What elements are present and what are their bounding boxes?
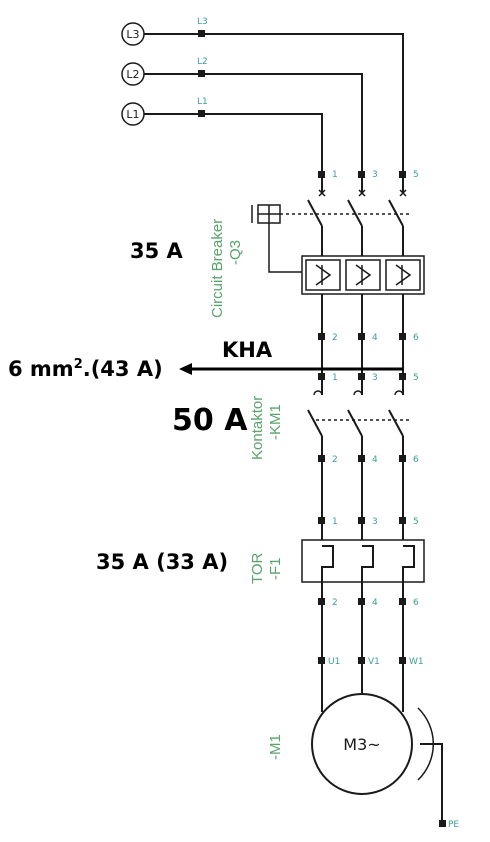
phase-source-l3: L3 [121,22,145,46]
km1-tag: -KM1 [267,404,284,440]
km1-terminal-4: 4 [372,455,378,465]
contactor-km1: 1 3 5 2 4 6 Kontaktor -KM1 [249,373,419,465]
q3-terminal-5: 5 [413,170,419,180]
cable-current: .(43 A) [83,357,163,381]
km1-terminal-3: 3 [372,373,378,383]
q3-tag: -Q3 [227,240,244,265]
f1-terminal-4: 4 [372,598,378,608]
f1-terminal-6: 6 [413,598,419,608]
wire-label-l3: L3 [197,17,208,27]
phase-source-l2: L2 [121,62,145,86]
f1-motor-wires [321,605,404,657]
cable-tap-kha [179,363,403,375]
cable-rating-text: 6 mm2.(43 A) [8,357,163,381]
km1-terminal-1: 1 [332,373,338,383]
l2-label: L2 [126,68,139,81]
km1-terminal-5: 5 [413,373,419,383]
cable-size: 6 mm [8,357,74,381]
km1-f1-wires [321,462,404,517]
circuit-breaker-q3: 1 3 5 2 4 6 Circuit Breaker -Q3 [209,170,425,343]
f1-terminal-5: 5 [413,517,419,527]
q3-terminal-6: 6 [413,333,419,343]
f1-name: TOR [249,552,266,584]
motor-symbol: M3~ [343,735,380,754]
km1-terminal-2: 2 [332,455,338,465]
phase-source-l1: L1 [121,102,145,126]
wire-label-l2: L2 [197,57,208,67]
overload-relay-f1: 1 3 5 2 4 6 TOR -F1 [249,517,425,608]
supply-wires: L3 L2 L1 [144,17,404,175]
f1-terminal-1: 1 [332,517,338,527]
f1-terminal-2: 2 [332,598,338,608]
motor-terminal-w1: W1 [409,657,424,667]
q3-terminal-3: 3 [372,170,378,180]
l1-label: L1 [126,108,139,121]
f1-rating: 35 A (33 A) [96,550,228,574]
cable-size-exponent: 2 [74,357,83,372]
km1-terminal-6: 6 [413,455,419,465]
f1-terminal-3: 3 [372,517,378,527]
f1-tag: -F1 [267,558,284,581]
q3-terminal-1: 1 [332,170,338,180]
km1-rating: 50 A [172,403,248,438]
q3-rating: 35 A [130,239,184,263]
q3-terminal-2: 2 [332,333,338,343]
m1-tag: -M1 [267,734,284,760]
l3-label: L3 [126,28,139,41]
wire-label-l1: L1 [197,97,208,107]
km1-name: Kontaktor [249,396,266,460]
pe-terminal: PE [448,820,459,830]
motor-terminal-v1: V1 [368,657,380,667]
motor-m1: U1 V1 W1 M3~ PE -M1 [267,657,459,830]
motor-terminal-u1: U1 [328,657,340,667]
cable-name: KHA [222,338,273,362]
q3-name: Circuit Breaker [209,219,226,318]
q3-terminal-4: 4 [372,333,378,343]
